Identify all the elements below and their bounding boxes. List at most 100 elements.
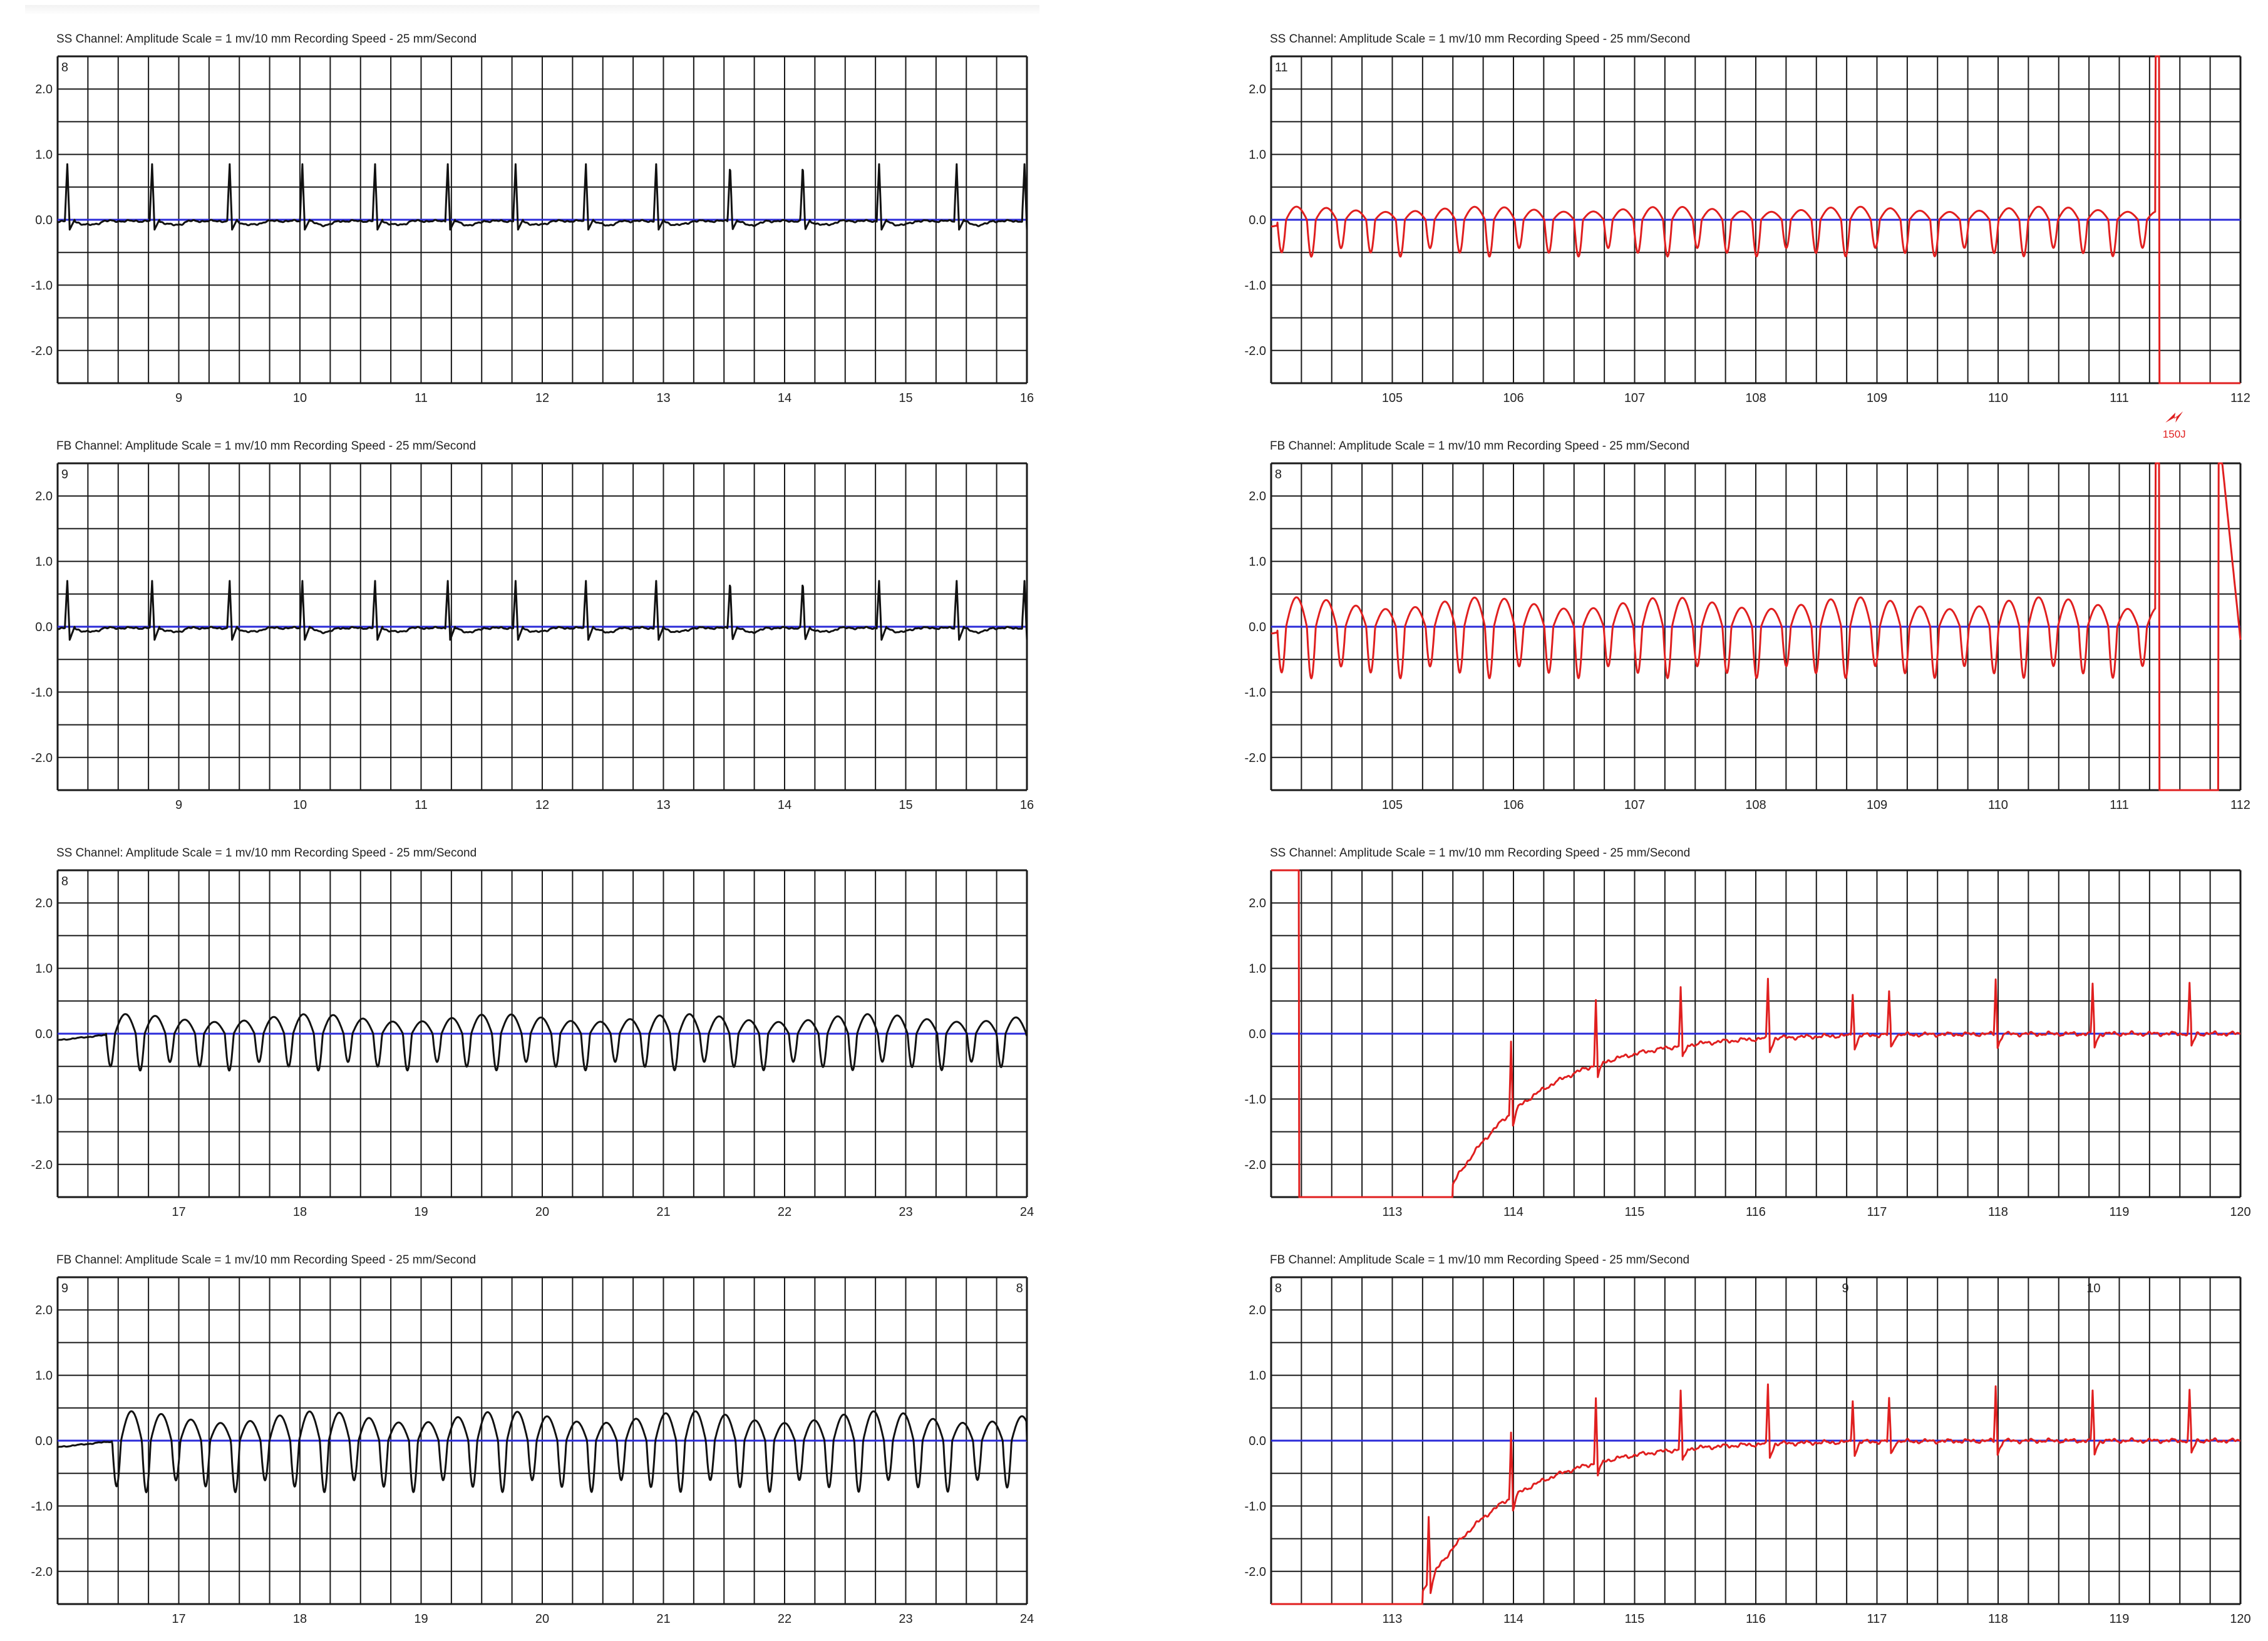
strip-header: FB Channel: Amplitude Scale = 1 mv/10 mm… bbox=[1270, 1253, 1689, 1267]
beat-annotation-label: 9 bbox=[61, 468, 68, 481]
ecg-trace bbox=[1271, 55, 2241, 384]
x-tick-label: 9 bbox=[175, 798, 182, 812]
ecg-trace bbox=[1271, 869, 2241, 1198]
x-tick-label: 12 bbox=[535, 391, 549, 405]
y-tick-label: 0.0 bbox=[35, 1434, 53, 1448]
x-tick-label: 118 bbox=[1988, 1205, 2008, 1219]
x-tick-label: 111 bbox=[2110, 391, 2128, 405]
x-tick-label: 117 bbox=[1867, 1612, 1887, 1626]
x-tick-label: 15 bbox=[899, 391, 912, 405]
beat-annotation-label: 10 bbox=[2086, 1282, 2100, 1295]
y-tick-label: 2.0 bbox=[35, 83, 53, 96]
beat-annotation-label: 8 bbox=[61, 61, 68, 75]
beat-annotation-label: 8 bbox=[1016, 1282, 1023, 1295]
x-tick-label: 15 bbox=[899, 798, 912, 812]
x-tick-label: 13 bbox=[656, 391, 670, 405]
y-tick-label: -2.0 bbox=[31, 1565, 53, 1579]
y-tick-label: 2.0 bbox=[35, 1304, 53, 1317]
y-tick-label: 2.0 bbox=[35, 490, 53, 503]
y-tick-label: 1.0 bbox=[35, 555, 53, 569]
strip-header: SS Channel: Amplitude Scale = 1 mv/10 mm… bbox=[56, 846, 477, 860]
x-tick-label: 24 bbox=[1020, 1612, 1034, 1626]
x-tick-label: 21 bbox=[656, 1205, 670, 1219]
x-tick-label: 23 bbox=[899, 1205, 912, 1219]
ecg-strip-right-3: SS Channel: Amplitude Scale = 1 mv/10 mm… bbox=[1245, 846, 2251, 1219]
x-tick-label: 106 bbox=[1503, 798, 1523, 812]
x-tick-label: 21 bbox=[656, 1612, 670, 1626]
strip-header: SS Channel: Amplitude Scale = 1 mv/10 mm… bbox=[1270, 846, 1690, 860]
ecg-strip-right-1: SS Channel: Amplitude Scale = 1 mv/10 mm… bbox=[1245, 33, 2250, 440]
x-tick-label: 119 bbox=[2110, 1612, 2130, 1626]
x-tick-label: 108 bbox=[1745, 391, 1766, 405]
y-tick-label: -1.0 bbox=[1245, 686, 1266, 699]
y-tick-label: -1.0 bbox=[31, 1093, 53, 1106]
y-tick-label: 1.0 bbox=[35, 962, 53, 976]
y-tick-label: -2.0 bbox=[31, 1158, 53, 1172]
y-tick-label: -2.0 bbox=[1245, 1158, 1266, 1172]
x-tick-label: 18 bbox=[293, 1612, 307, 1626]
x-tick-label: 105 bbox=[1382, 798, 1403, 812]
strip-header: FB Channel: Amplitude Scale = 1 mv/10 mm… bbox=[1270, 440, 1689, 453]
y-tick-label: 0.0 bbox=[1249, 620, 1266, 634]
x-tick-label: 16 bbox=[1020, 391, 1034, 405]
x-tick-label: 22 bbox=[778, 1205, 791, 1219]
x-tick-label: 11 bbox=[415, 391, 428, 405]
y-tick-label: -2.0 bbox=[1245, 344, 1266, 358]
y-tick-label: 2.0 bbox=[35, 897, 53, 910]
y-tick-label: -2.0 bbox=[31, 344, 53, 358]
x-tick-label: 120 bbox=[2230, 1205, 2250, 1219]
x-tick-label: 107 bbox=[1624, 391, 1645, 405]
beat-annotation-label: 9 bbox=[61, 1282, 68, 1295]
ecg-trace bbox=[1271, 1383, 2241, 1605]
x-tick-label: 24 bbox=[1020, 1205, 1034, 1219]
x-tick-label: 105 bbox=[1382, 391, 1403, 405]
x-tick-label: 18 bbox=[293, 1205, 307, 1219]
x-tick-label: 12 bbox=[535, 798, 549, 812]
y-tick-label: 2.0 bbox=[1249, 83, 1266, 96]
ecg-strip-left-2: FB Channel: Amplitude Scale = 1 mv/10 mm… bbox=[31, 440, 1034, 812]
beat-annotation-label: 8 bbox=[61, 875, 68, 888]
x-tick-label: 106 bbox=[1503, 391, 1523, 405]
y-tick-label: -1.0 bbox=[1245, 1500, 1266, 1513]
y-tick-label: -1.0 bbox=[31, 279, 53, 292]
beat-annotation-label: 11 bbox=[1275, 61, 1288, 75]
x-tick-label: 116 bbox=[1746, 1612, 1766, 1626]
strip-header: FB Channel: Amplitude Scale = 1 mv/10 mm… bbox=[56, 440, 476, 453]
x-tick-label: 20 bbox=[535, 1205, 549, 1219]
x-tick-label: 113 bbox=[1383, 1205, 1403, 1219]
x-tick-label: 113 bbox=[1383, 1612, 1403, 1626]
x-tick-label: 120 bbox=[2230, 1612, 2250, 1626]
ecg-trace bbox=[57, 580, 1028, 641]
y-tick-label: 0.0 bbox=[1249, 1434, 1266, 1448]
x-tick-label: 11 bbox=[415, 798, 428, 812]
x-tick-label: 108 bbox=[1745, 798, 1766, 812]
y-tick-label: -1.0 bbox=[1245, 279, 1266, 292]
x-tick-label: 119 bbox=[2110, 1205, 2130, 1219]
strip-header: SS Channel: Amplitude Scale = 1 mv/10 mm… bbox=[1270, 33, 1690, 46]
shock-energy-label: 150J bbox=[2163, 428, 2186, 440]
top-shading-bar bbox=[25, 5, 1039, 15]
x-tick-label: 110 bbox=[1988, 798, 2008, 812]
ecg-strip-right-4: FB Channel: Amplitude Scale = 1 mv/10 mm… bbox=[1245, 1253, 2251, 1626]
y-tick-label: 0.0 bbox=[35, 213, 53, 227]
x-tick-label: 10 bbox=[293, 391, 307, 405]
x-tick-label: 9 bbox=[175, 391, 182, 405]
y-tick-label: 1.0 bbox=[35, 1369, 53, 1383]
x-tick-label: 19 bbox=[414, 1612, 428, 1626]
x-tick-label: 13 bbox=[656, 798, 670, 812]
beat-annotation-label: 9 bbox=[1842, 1282, 1848, 1295]
y-tick-label: -1.0 bbox=[31, 1500, 53, 1513]
ecg-strip-left-1: SS Channel: Amplitude Scale = 1 mv/10 mm… bbox=[31, 33, 1034, 405]
y-tick-label: 0.0 bbox=[35, 1027, 53, 1041]
x-tick-label: 107 bbox=[1624, 798, 1645, 812]
x-tick-label: 116 bbox=[1746, 1205, 1766, 1219]
y-tick-label: -1.0 bbox=[31, 686, 53, 699]
x-tick-label: 115 bbox=[1625, 1205, 1645, 1219]
y-tick-label: 0.0 bbox=[1249, 1027, 1266, 1041]
ecg-trace bbox=[57, 1013, 1028, 1072]
y-tick-label: -1.0 bbox=[1245, 1093, 1266, 1106]
x-tick-label: 10 bbox=[293, 798, 307, 812]
y-tick-label: -2.0 bbox=[1245, 1565, 1266, 1579]
y-tick-label: -2.0 bbox=[1245, 751, 1266, 765]
